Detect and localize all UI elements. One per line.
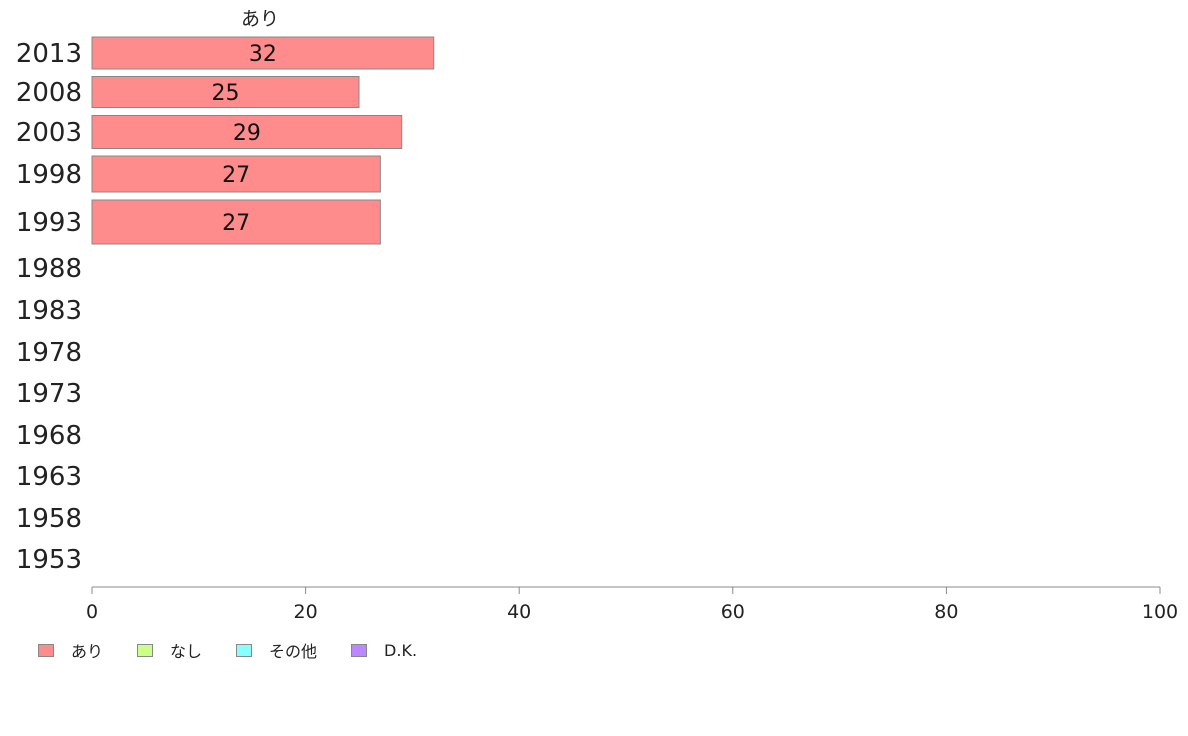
legend-label: D.K. xyxy=(384,640,418,660)
legend-label: その他 xyxy=(269,642,318,661)
year-label: 2003 xyxy=(16,118,82,148)
year-label: 1973 xyxy=(16,379,82,409)
year-label: 1983 xyxy=(16,296,82,326)
bar-value-label: 32 xyxy=(249,42,277,67)
legend-item: D.K. xyxy=(351,641,417,660)
year-label: 1958 xyxy=(16,504,82,534)
series-header: あり xyxy=(241,8,279,30)
x-tick-label: 40 xyxy=(507,601,531,623)
bar xyxy=(91,155,381,193)
legend-item: なし xyxy=(137,638,202,662)
legend-label: なし xyxy=(170,642,203,661)
legend-swatch xyxy=(351,643,368,657)
legend-swatch xyxy=(38,643,54,657)
bar-value-label: 29 xyxy=(233,121,261,146)
bar xyxy=(91,199,381,245)
legend-swatch xyxy=(137,643,154,657)
x-tick-label: 0 xyxy=(86,601,98,623)
bar xyxy=(91,76,360,108)
legend-swatch xyxy=(236,643,253,657)
year-label: 1963 xyxy=(16,462,82,492)
bar xyxy=(91,115,403,149)
year-label: 1993 xyxy=(16,208,82,238)
bar xyxy=(91,36,435,70)
x-tick-label: 80 xyxy=(934,601,958,623)
year-label: 1988 xyxy=(16,254,82,284)
legend-label: あり xyxy=(71,642,104,661)
x-tick-label: 100 xyxy=(1142,601,1178,623)
bar-value-label: 27 xyxy=(222,163,250,188)
year-label: 1953 xyxy=(16,545,82,575)
legend-item: あり xyxy=(38,638,103,662)
x-axis: 0 20 40 60 80 100 xyxy=(86,586,1178,623)
year-label: 1968 xyxy=(16,421,82,451)
year-label: 1978 xyxy=(16,338,82,368)
year-label: 2008 xyxy=(16,78,82,108)
year-label: 1998 xyxy=(16,160,82,190)
legend: あり なし その他 D.K. xyxy=(38,638,451,662)
bar-value-label: 25 xyxy=(212,81,240,106)
x-tick-label: 20 xyxy=(294,601,318,623)
year-label: 2013 xyxy=(16,39,82,69)
bar-value-label: 27 xyxy=(222,211,250,236)
x-tick-label: 60 xyxy=(721,601,745,623)
legend-item: その他 xyxy=(236,638,317,662)
